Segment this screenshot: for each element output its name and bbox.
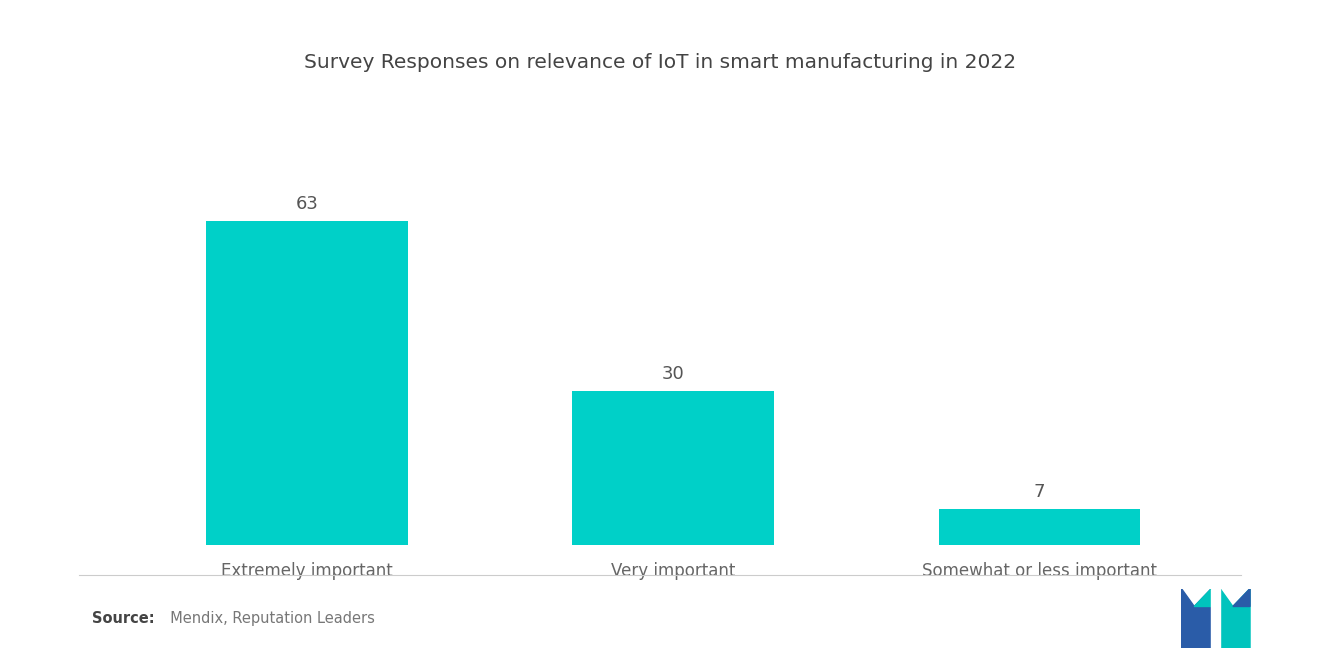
Polygon shape (1195, 589, 1212, 606)
Text: 30: 30 (661, 365, 685, 383)
Text: Source:: Source: (92, 611, 154, 626)
Polygon shape (1181, 589, 1212, 648)
Text: 7: 7 (1034, 483, 1045, 501)
Text: Survey Responses on relevance of IoT in smart manufacturing in 2022: Survey Responses on relevance of IoT in … (304, 53, 1016, 72)
Polygon shape (1212, 589, 1220, 648)
Text: 63: 63 (296, 195, 318, 213)
Bar (939, 509, 1140, 545)
Bar (573, 390, 774, 545)
Polygon shape (1220, 589, 1250, 648)
Polygon shape (1233, 589, 1250, 606)
Text: Mendix, Reputation Leaders: Mendix, Reputation Leaders (161, 611, 375, 626)
Bar (206, 221, 408, 545)
